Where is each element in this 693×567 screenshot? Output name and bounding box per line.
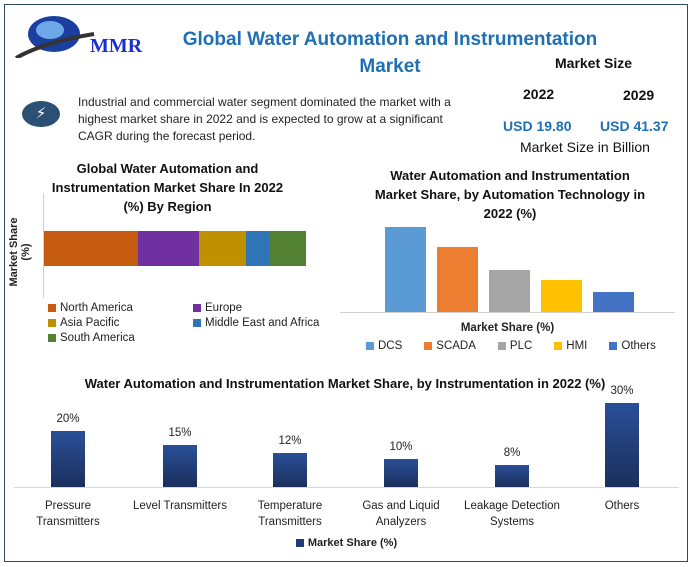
- legend-item: North America: [48, 302, 193, 314]
- bar-segment-middle-east-and-africa: [245, 231, 270, 266]
- legend-item: HMI: [554, 340, 587, 352]
- legend-swatch: [193, 304, 201, 312]
- legend-swatch: [424, 342, 433, 350]
- legend-swatch: [295, 539, 304, 547]
- bar: [273, 453, 307, 487]
- category-label: Gas and Liquid Analyzers: [362, 500, 440, 528]
- category-label: Leakage Detection Systems: [464, 500, 560, 528]
- bar-segment-asia-pacific: [198, 231, 246, 266]
- data-label: 20%: [56, 413, 80, 425]
- legend-label: HMI: [566, 340, 588, 352]
- data-label: 10%: [389, 441, 413, 453]
- legend-label: North America: [60, 302, 133, 314]
- legend-swatch: [366, 342, 374, 350]
- value-2029: USD 41.37: [600, 118, 669, 134]
- legend-label: Market Share (%): [307, 537, 398, 549]
- legend-swatch: [48, 304, 56, 312]
- mmr-logo: MMR: [14, 12, 154, 60]
- legend-item: DCS: [366, 340, 402, 352]
- legend-item: South America: [48, 332, 193, 344]
- instrument-chart-title: Water Automation and Instrumentation Mar…: [84, 376, 606, 391]
- tech-baseline: [340, 312, 675, 313]
- category-label: Temperature Transmitters: [257, 500, 323, 528]
- tech-legend: DCS SCADA PLC HMI Others: [366, 340, 656, 352]
- legend-item: Middle East and Africa: [193, 317, 338, 329]
- highlight-text: Industrial and commercial water segment …: [78, 95, 451, 143]
- bar: [495, 464, 529, 487]
- data-label: 30%: [610, 385, 634, 397]
- data-label: 8%: [503, 446, 521, 459]
- legend-label: SCADA: [436, 340, 476, 352]
- bar: [51, 431, 85, 487]
- region-axis-line: [43, 193, 44, 298]
- year-2022: 2022: [523, 86, 555, 102]
- legend-swatch: [193, 319, 201, 327]
- legend-label: Others: [621, 340, 656, 352]
- data-label: 12%: [278, 435, 302, 448]
- legend-label: Europe: [205, 302, 243, 314]
- legend-label: Asia Pacific: [60, 317, 120, 329]
- bar-scada: [437, 247, 478, 312]
- region-chart-title: Global Water Automation and Instrumentat…: [51, 161, 284, 214]
- region-stacked-bar: [44, 231, 306, 266]
- bar-segment-south-america: [269, 231, 306, 266]
- bar-others: [593, 292, 634, 312]
- tech-bars: [340, 220, 675, 312]
- legend-swatch: [48, 334, 56, 342]
- legend-swatch: [497, 342, 506, 350]
- legend-swatch: [554, 342, 563, 350]
- value-2022: USD 19.80: [503, 118, 572, 134]
- bar-plc: [489, 269, 530, 312]
- legend-item: Asia Pacific: [48, 317, 193, 329]
- bar-hmi: [541, 279, 582, 312]
- bar-segment-north-america: [44, 231, 139, 266]
- legend-item-market-share: Market Share (%): [295, 537, 398, 549]
- market-size-label: Market Size: [555, 55, 633, 71]
- instrument-legend: Market Share (%): [0, 537, 693, 549]
- legend-swatch: [609, 342, 618, 350]
- infographic-frame: [4, 4, 688, 562]
- market-size-unit: Market Size in Billion: [520, 139, 650, 155]
- data-label: 15%: [168, 427, 192, 439]
- legend-item: SCADA: [424, 340, 476, 352]
- bar: [605, 403, 639, 487]
- category-label: Level Transmitters: [133, 500, 227, 512]
- bar: [384, 459, 418, 487]
- legend-item: Europe: [193, 302, 338, 314]
- lightning-icon: ⚡︎: [22, 101, 60, 127]
- legend-label: Middle East and Africa: [205, 317, 320, 329]
- bar-segment-europe: [138, 231, 199, 266]
- tech-x-axis-label: Market Share (%): [460, 322, 555, 334]
- legend-label: PLC: [509, 340, 533, 352]
- page-title: Global Water Automation and Instrumentat…: [182, 29, 598, 77]
- svg-text:MMR: MMR: [90, 35, 143, 57]
- region-legend: North America Europe Asia Pacific Middle Ea…: [48, 302, 338, 344]
- category-label: Pressure Transmitters: [36, 500, 100, 528]
- tech-chart-title: Water Automation and Instrumentation Mar…: [374, 168, 646, 221]
- legend-item: PLC: [497, 340, 533, 352]
- legend-swatch: [48, 319, 56, 327]
- category-label: Others: [604, 500, 640, 512]
- legend-item: Others: [609, 340, 656, 352]
- bar-dcs: [385, 227, 426, 312]
- instrument-baseline: [14, 487, 679, 488]
- legend-label: DCS: [378, 340, 403, 352]
- bar: [163, 445, 197, 487]
- legend-label: South America: [60, 332, 135, 344]
- year-2029: 2029: [623, 87, 655, 103]
